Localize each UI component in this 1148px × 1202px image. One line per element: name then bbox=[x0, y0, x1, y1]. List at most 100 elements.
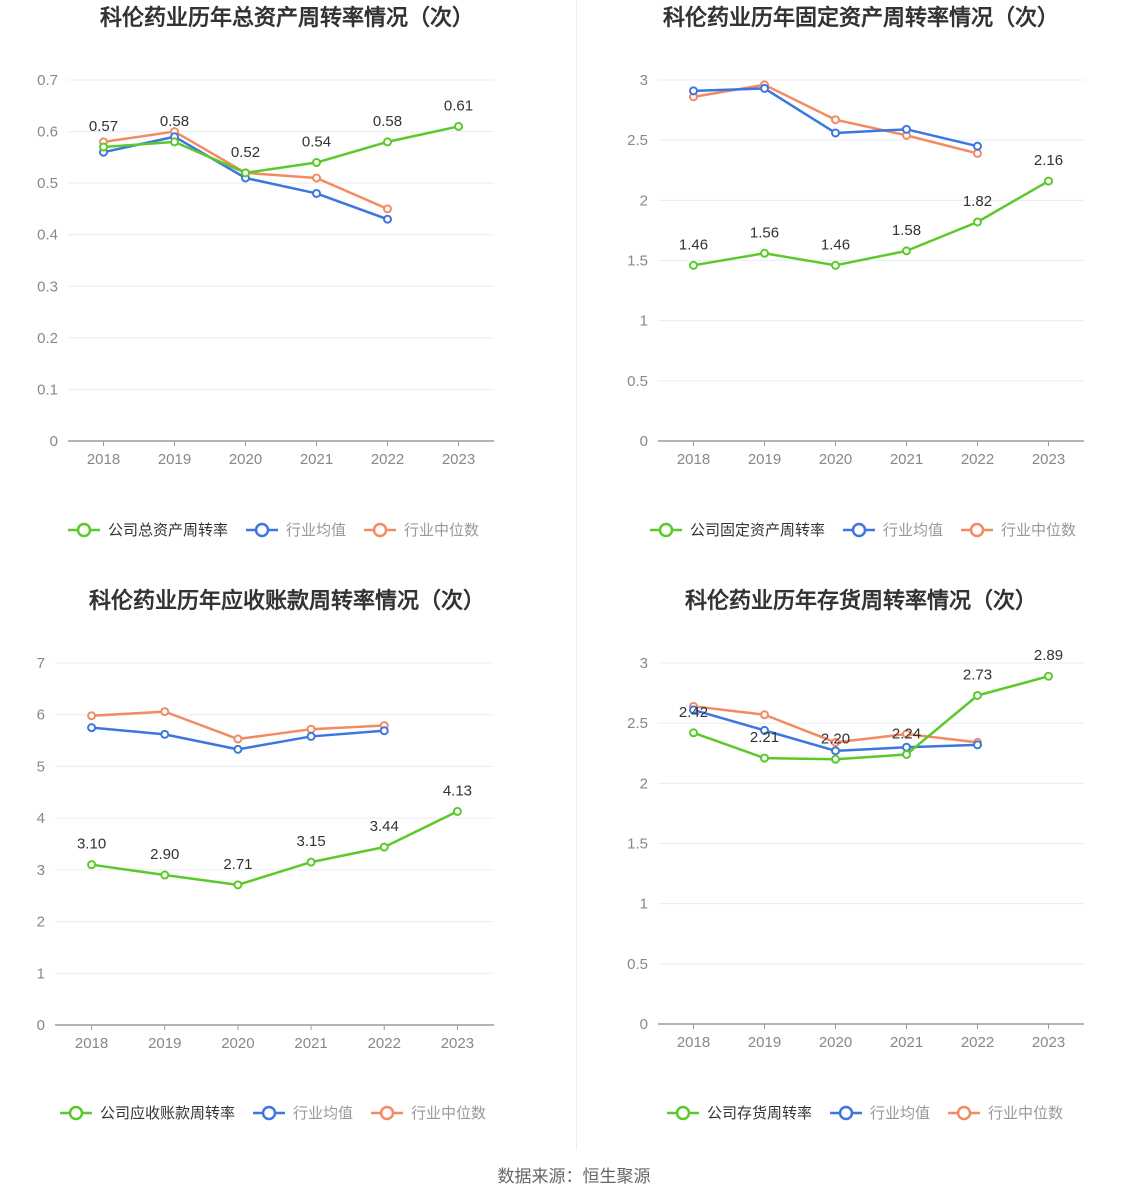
data-point-industry-median bbox=[383, 204, 392, 214]
legend-label-industry-median: 行业中位数 bbox=[988, 1105, 1063, 1122]
x-tick-label: 2019 bbox=[158, 451, 191, 468]
y-tick-label: 0.3 bbox=[37, 278, 58, 295]
data-point-company bbox=[379, 842, 389, 852]
data-point-industry-avg bbox=[902, 124, 911, 134]
x-tick-label: 2023 bbox=[441, 1035, 474, 1052]
y-tick-label: 1.5 bbox=[627, 836, 648, 853]
data-point-company bbox=[452, 806, 462, 816]
data-point-industry-median bbox=[312, 173, 321, 183]
y-tick-label: 3 bbox=[37, 862, 45, 879]
data-point-company bbox=[99, 142, 108, 152]
data-point-industry-median bbox=[760, 710, 769, 720]
x-tick-label: 2019 bbox=[748, 451, 781, 468]
data-point-industry-median bbox=[233, 734, 243, 744]
x-tick-label: 2018 bbox=[87, 451, 120, 468]
data-point-industry-avg bbox=[379, 726, 389, 736]
data-point-industry-avg bbox=[233, 744, 243, 754]
legend-marker-industry-avg bbox=[838, 1105, 854, 1121]
data-label: 2.21 bbox=[750, 729, 779, 746]
data-label: 1.46 bbox=[679, 236, 708, 253]
data-point-company bbox=[170, 137, 179, 147]
x-tick-label: 2020 bbox=[221, 1035, 254, 1052]
legend-marker-industry-median bbox=[379, 1105, 395, 1121]
data-point-company bbox=[760, 248, 769, 258]
data-point-industry-median bbox=[306, 724, 316, 734]
data-label: 0.61 bbox=[444, 97, 473, 114]
y-tick-label: 6 bbox=[37, 707, 45, 724]
legend-label-industry-avg: 行业均值 bbox=[286, 522, 346, 539]
data-point-industry-avg bbox=[831, 746, 840, 756]
chart-total-asset-turnover: 科伦药业历年总资产周转率情况（次） 0 0.1 0.2 0.3 0.4 0.5 0.6 0.7 2… bbox=[0, 0, 574, 583]
y-tick-label: 0.1 bbox=[37, 381, 58, 398]
data-point-company bbox=[306, 857, 316, 867]
y-tick-label: 0 bbox=[640, 1016, 648, 1033]
x-tick-label: 2021 bbox=[300, 451, 333, 468]
legend-marker-company bbox=[76, 522, 92, 538]
legend-label-industry-avg: 行业均值 bbox=[870, 1105, 930, 1122]
data-label: 3.10 bbox=[77, 836, 106, 853]
legend-label-company: 公司应收账款周转率 bbox=[100, 1104, 235, 1122]
y-tick-label: 0.6 bbox=[37, 124, 58, 141]
x-tick-label: 2019 bbox=[748, 1034, 781, 1051]
data-point-industry-avg bbox=[831, 128, 840, 138]
x-tick-label: 2022 bbox=[368, 1035, 401, 1052]
data-label: 4.13 bbox=[443, 782, 472, 799]
chart-title: 科伦药业历年应收账款周转率情况（次） bbox=[89, 588, 485, 613]
data-point-industry-avg bbox=[902, 742, 911, 752]
x-tick-label: 2022 bbox=[961, 451, 994, 468]
data-point-industry-avg bbox=[383, 214, 392, 224]
x-tick-label: 2021 bbox=[890, 451, 923, 468]
data-point-industry-avg bbox=[312, 188, 321, 198]
y-tick-label: 4 bbox=[37, 810, 45, 827]
data-point-industry-avg bbox=[973, 141, 982, 151]
legend-label-industry-avg: 行业均值 bbox=[293, 1105, 353, 1122]
legend-label-industry-median: 行业中位数 bbox=[1001, 522, 1076, 539]
y-tick-label: 1 bbox=[640, 313, 648, 330]
data-label: 2.42 bbox=[679, 704, 708, 721]
data-label: 1.56 bbox=[750, 224, 779, 241]
data-label: 2.73 bbox=[963, 666, 992, 683]
x-tick-label: 2022 bbox=[961, 1034, 994, 1051]
x-tick-label: 2018 bbox=[677, 1034, 710, 1051]
data-source-note: 数据来源：恒生聚源 bbox=[497, 1167, 651, 1186]
data-point-company bbox=[831, 260, 840, 270]
chart-title: 科伦药业历年固定资产周转率情况（次） bbox=[663, 5, 1059, 30]
y-tick-label: 2 bbox=[640, 775, 648, 792]
data-label: 2.90 bbox=[150, 846, 179, 863]
data-point-company bbox=[689, 260, 698, 270]
data-point-company bbox=[760, 753, 769, 763]
x-tick-label: 2023 bbox=[442, 451, 475, 468]
chart-receivables-turnover: 科伦药业历年应收账款周转率情况（次） 0 1 2 3 4 5 6 7 2018 2019 2020 20… bbox=[0, 583, 574, 1166]
data-point-industry-avg bbox=[689, 705, 698, 715]
y-tick-label: 0.5 bbox=[627, 373, 648, 390]
y-tick-label: 0.5 bbox=[37, 175, 58, 192]
y-tick-label: 0 bbox=[37, 1017, 45, 1034]
data-point-company bbox=[383, 137, 392, 147]
data-label: 2.16 bbox=[1034, 152, 1063, 169]
series-line-company bbox=[693, 179, 1050, 267]
x-tick-label: 2018 bbox=[75, 1035, 108, 1052]
data-point-industry-avg bbox=[87, 723, 97, 733]
legend-marker-company bbox=[658, 522, 674, 538]
data-point-industry-avg bbox=[760, 725, 769, 735]
y-tick-label: 5 bbox=[37, 758, 45, 775]
legend-label-industry-avg: 行业均值 bbox=[883, 522, 943, 539]
y-tick-label: 0.2 bbox=[37, 330, 58, 347]
receivables-turnover-svg: 科伦药业历年应收账款周转率情况（次） 0 1 2 3 4 5 6 7 2018 2019 2020 20… bbox=[37, 588, 494, 1122]
legend-marker-industry-median bbox=[956, 1105, 972, 1121]
data-point-company bbox=[1044, 671, 1053, 681]
total-asset-turnover-svg: 科伦药业历年总资产周转率情况（次） 0 0.1 0.2 0.3 0.4 0.5 0.6 0.7 2… bbox=[37, 5, 494, 539]
data-point-industry-median bbox=[831, 737, 840, 747]
y-tick-label: 0 bbox=[640, 433, 648, 450]
y-tick-label: 2.5 bbox=[627, 132, 648, 149]
y-tick-label: 1 bbox=[37, 965, 45, 982]
y-tick-label: 2.5 bbox=[627, 715, 648, 732]
x-tick-label: 2021 bbox=[294, 1035, 327, 1052]
legend-marker-industry-avg bbox=[254, 522, 270, 538]
data-point-company bbox=[1044, 176, 1053, 186]
data-label: 3.15 bbox=[296, 833, 325, 850]
legend-marker-industry-median bbox=[969, 522, 985, 538]
data-label: 3.44 bbox=[370, 818, 399, 835]
x-tick-label: 2020 bbox=[819, 1034, 852, 1051]
data-point-company bbox=[902, 749, 911, 759]
